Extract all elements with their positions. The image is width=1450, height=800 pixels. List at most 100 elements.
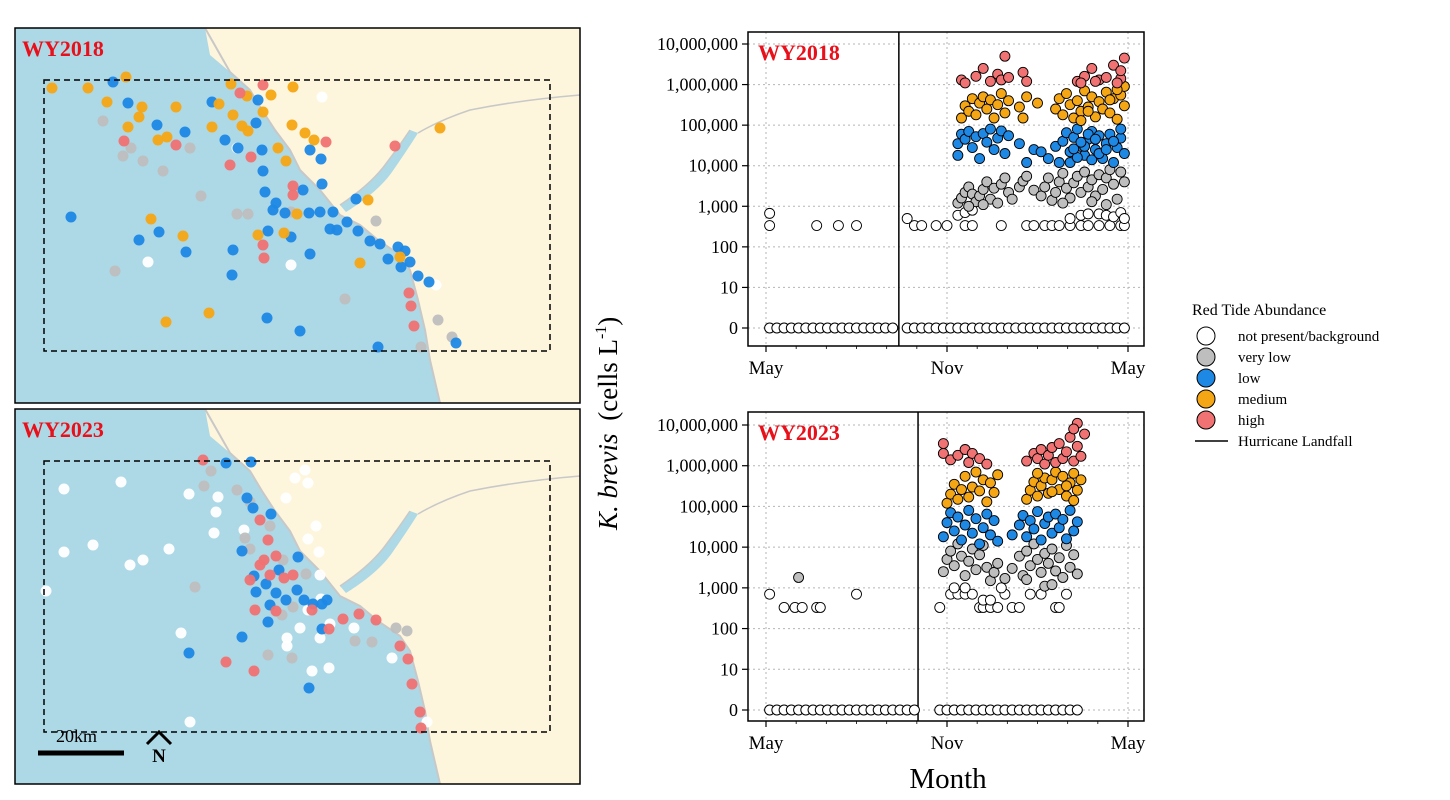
y-tick-label: 10 bbox=[720, 277, 738, 297]
data-point-very-low bbox=[992, 557, 1004, 569]
map-point-medium bbox=[394, 251, 406, 263]
map-point-high bbox=[270, 550, 282, 562]
x-tick-label: Nov bbox=[931, 358, 964, 379]
data-point-high bbox=[1071, 440, 1083, 452]
data-point-high bbox=[1021, 455, 1033, 467]
data-point-low bbox=[1108, 157, 1119, 168]
y-tick-label: 10,000 bbox=[689, 156, 739, 176]
map-point-not-present bbox=[183, 488, 195, 500]
map-point-low bbox=[273, 564, 285, 576]
map-point-very-low bbox=[231, 208, 243, 220]
data-point-not-present bbox=[934, 602, 946, 613]
data-point-not-present bbox=[778, 602, 790, 613]
map-point-low bbox=[227, 244, 239, 256]
map-point-low bbox=[65, 211, 77, 223]
data-point-very-low bbox=[1021, 170, 1033, 182]
data-point-low bbox=[1003, 130, 1014, 142]
map-point-high bbox=[406, 678, 418, 690]
data-point-low bbox=[1042, 153, 1054, 165]
data-point-low bbox=[1035, 534, 1047, 546]
map-point-high bbox=[249, 604, 261, 616]
map-point-not-present bbox=[58, 546, 70, 558]
map-point-medium bbox=[308, 134, 320, 146]
data-point-not-present bbox=[901, 213, 913, 224]
data-point-very-low bbox=[1057, 167, 1069, 179]
map-point-low bbox=[236, 631, 248, 643]
map-point-very-low bbox=[109, 265, 121, 277]
data-point-high bbox=[1079, 428, 1091, 440]
data-point-not-present bbox=[1061, 588, 1072, 600]
data-point-high bbox=[977, 62, 989, 74]
map-point-low bbox=[260, 578, 272, 590]
data-point-medium bbox=[970, 109, 982, 121]
y-tick-label: 1,000,000 bbox=[666, 75, 738, 95]
data-point-not-present bbox=[1028, 220, 1040, 232]
plot-frame bbox=[747, 411, 1145, 722]
map-point-low bbox=[327, 206, 339, 218]
data-point-not-present bbox=[1013, 602, 1025, 613]
data-point-low bbox=[977, 522, 989, 534]
data-point-medium bbox=[1057, 109, 1069, 121]
map-point-medium bbox=[257, 106, 269, 118]
map-point-very-low bbox=[401, 625, 413, 637]
map-point-low bbox=[250, 117, 262, 129]
study-area-box bbox=[43, 79, 551, 352]
map-point-high bbox=[306, 604, 318, 616]
data-point-not-present bbox=[959, 582, 971, 594]
data-point-high bbox=[1061, 446, 1072, 458]
map-point-low bbox=[183, 647, 195, 659]
map-point-high bbox=[254, 559, 266, 571]
data-point-not-present bbox=[1053, 602, 1065, 613]
plot-label: WY2018 bbox=[758, 40, 840, 65]
map-point-not-present bbox=[348, 622, 360, 634]
data-point-high bbox=[1086, 62, 1098, 74]
y-tick-label: 1,000 bbox=[698, 578, 739, 598]
data-point-high bbox=[970, 70, 982, 82]
data-point-low bbox=[988, 144, 1000, 156]
data-point-very-low bbox=[1053, 552, 1065, 564]
map-point-medium bbox=[225, 78, 237, 90]
data-point-low bbox=[1028, 523, 1040, 535]
map-point-very-low bbox=[189, 581, 201, 593]
map-point-low bbox=[107, 76, 119, 88]
data-point-high bbox=[999, 50, 1011, 62]
data-point-very-low bbox=[959, 570, 971, 582]
data-point-high bbox=[937, 438, 949, 450]
map-point-medium bbox=[206, 121, 218, 133]
legend-line-label: Hurricane Landfall bbox=[1238, 434, 1353, 450]
coastline bbox=[204, 409, 441, 784]
data-point-low bbox=[966, 142, 978, 154]
map-point-very-low bbox=[157, 165, 169, 177]
data-point-low bbox=[959, 519, 971, 531]
map-point-low bbox=[297, 184, 309, 196]
data-point-low bbox=[1032, 506, 1043, 517]
data-point-low bbox=[941, 517, 953, 529]
map-point-low bbox=[352, 225, 364, 237]
map-point-very-low bbox=[97, 115, 109, 127]
data-point-high bbox=[963, 457, 975, 468]
map-point-high bbox=[353, 608, 365, 620]
y-tick-label: 100,000 bbox=[680, 115, 739, 135]
map-point-very-low bbox=[349, 635, 361, 647]
map-point-medium bbox=[46, 82, 58, 94]
data-point-medium bbox=[981, 496, 993, 508]
map-point-very-low bbox=[264, 520, 276, 532]
data-point-high bbox=[1068, 423, 1080, 435]
x-tick-label: May bbox=[1111, 733, 1146, 754]
data-point-very-low bbox=[1042, 172, 1054, 184]
data-point-not-present bbox=[1082, 220, 1094, 232]
data-point-very-low bbox=[1097, 183, 1109, 195]
map-point-low bbox=[374, 238, 386, 250]
data-point-high bbox=[981, 458, 993, 470]
map-point-high bbox=[224, 159, 236, 171]
map-point-low bbox=[280, 594, 292, 606]
map-point-very-low bbox=[242, 208, 254, 220]
data-point-very-low bbox=[1024, 560, 1036, 572]
data-point-high bbox=[1035, 444, 1047, 455]
data-point-medium bbox=[1050, 103, 1062, 115]
map-point-high bbox=[264, 569, 276, 581]
map-point-medium bbox=[265, 89, 277, 101]
map-point-low bbox=[262, 225, 274, 237]
map-point-not-present bbox=[310, 520, 322, 532]
data-point-not-present bbox=[966, 220, 978, 232]
